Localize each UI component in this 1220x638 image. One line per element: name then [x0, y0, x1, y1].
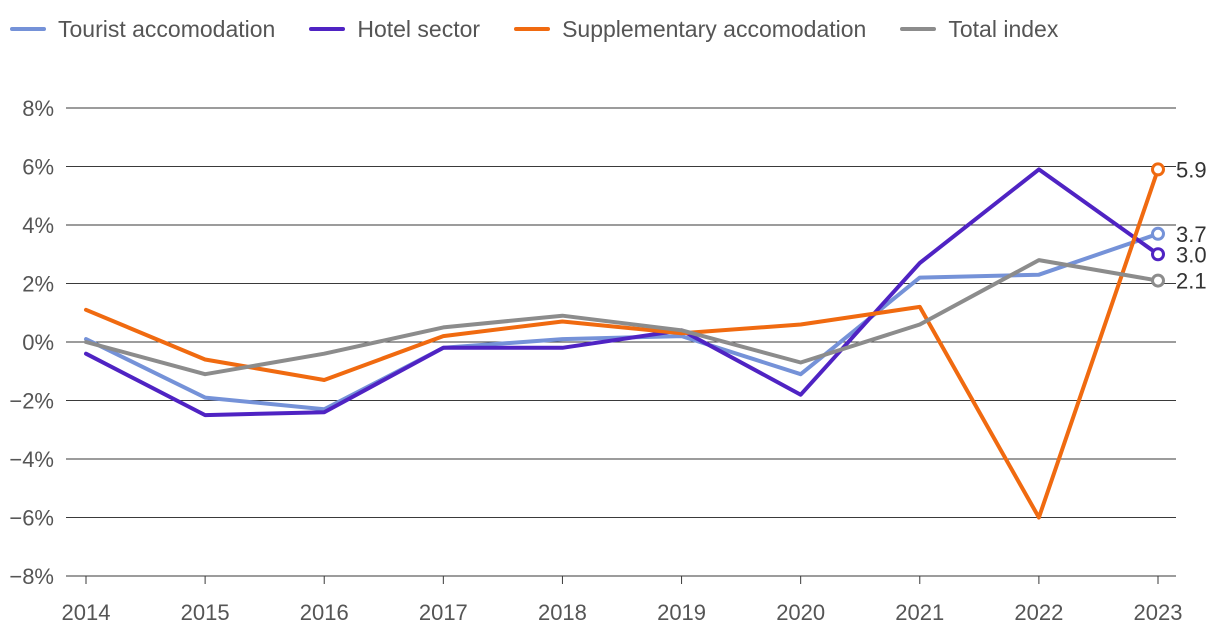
legend-swatch [900, 27, 937, 31]
y-tick-label: 2% [22, 272, 54, 297]
legend-label: Hotel sector [357, 15, 481, 42]
y-tick-label: −2% [9, 389, 54, 414]
x-tick-label: 2022 [1014, 600, 1063, 625]
x-tick-label: 2017 [419, 600, 468, 625]
y-tick-label: −4% [9, 447, 54, 472]
y-tick-label: −6% [9, 506, 54, 531]
chart-legend: Tourist accomodation Hotel sector Suppleme… [10, 14, 1058, 44]
legend-item: Tourist accomodation [10, 16, 275, 43]
y-tick-label: −8% [9, 564, 54, 589]
end-marker [1151, 162, 1165, 177]
end-marker [1151, 247, 1165, 262]
legend-label: Total index [948, 15, 1059, 42]
y-axis-ticks: −8% −6% −4% −2% 0% 2% 4% 6% 8% [9, 96, 54, 589]
x-tick-label: 2019 [657, 600, 706, 625]
end-value-label: 3.7 [1176, 222, 1207, 247]
legend-item: Hotel sector [309, 16, 480, 43]
x-tick-label: 2020 [776, 600, 825, 625]
series-line [84, 167, 1160, 418]
y-tick-label: 8% [22, 96, 54, 121]
y-tick-label: 4% [22, 213, 54, 238]
x-tick-label: 2014 [62, 600, 111, 625]
end-marker [1151, 226, 1165, 241]
series-line [84, 167, 1160, 520]
series-lines [84, 167, 1160, 520]
y-tick-label: 0% [22, 330, 54, 355]
end-value-label: 3.0 [1176, 242, 1207, 267]
end-value-label: 5.9 [1176, 157, 1207, 182]
legend-swatch [309, 27, 346, 31]
x-axis: 2014 2015 2016 2017 2018 2019 2020 2021 2022 2023 [62, 576, 1183, 625]
series-line [84, 258, 1160, 377]
end-markers: 3.73.0 5.9 2.1 [1151, 157, 1207, 294]
x-tick-label: 2021 [895, 600, 944, 625]
legend-item: Total index [900, 16, 1058, 43]
x-tick-label: 2016 [300, 600, 349, 625]
legend-label: Tourist accomodation [58, 15, 276, 42]
x-tick-label: 2023 [1134, 600, 1183, 625]
legend-swatch [10, 27, 46, 31]
end-marker [1151, 273, 1165, 288]
legend-label: Supplementary accomodation [562, 15, 867, 42]
x-tick-label: 2015 [181, 600, 230, 625]
end-value-label: 2.1 [1176, 269, 1207, 294]
legend-item: Supplementary accomodation [514, 16, 866, 43]
grid-lines [66, 107, 1176, 577]
x-tick-label: 2018 [538, 600, 587, 625]
legend-swatch [514, 27, 551, 31]
y-tick-label: 6% [22, 155, 54, 180]
